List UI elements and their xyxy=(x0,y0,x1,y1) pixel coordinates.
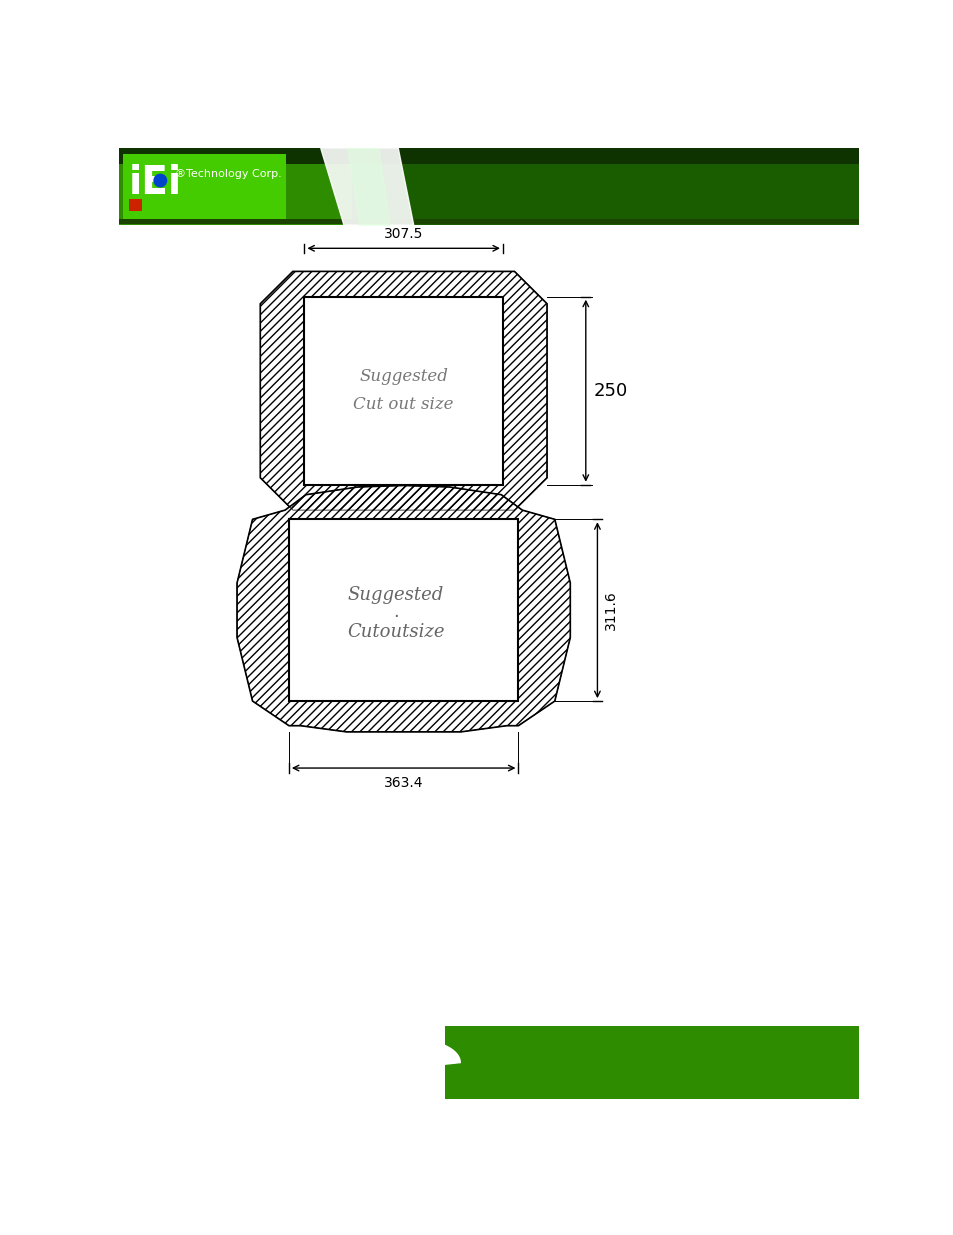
Text: Suggested: Suggested xyxy=(348,585,443,604)
Text: 311.6: 311.6 xyxy=(603,590,617,630)
Polygon shape xyxy=(320,148,414,225)
Bar xyxy=(119,148,858,225)
Polygon shape xyxy=(260,272,546,510)
Text: Cut out size: Cut out size xyxy=(353,396,454,414)
Bar xyxy=(119,1026,858,1099)
Bar xyxy=(123,154,286,219)
Text: .: . xyxy=(393,603,398,621)
Text: Suggested: Suggested xyxy=(359,368,448,385)
Polygon shape xyxy=(236,485,570,732)
Text: 307.5: 307.5 xyxy=(384,226,423,241)
Text: iEi: iEi xyxy=(129,164,181,201)
Bar xyxy=(444,1026,858,1099)
Bar xyxy=(304,296,502,484)
Bar xyxy=(119,148,352,225)
Text: 363.4: 363.4 xyxy=(383,776,423,789)
Bar xyxy=(130,199,142,211)
Polygon shape xyxy=(119,1026,459,1099)
Bar xyxy=(119,148,858,163)
Bar xyxy=(119,1026,444,1099)
Bar xyxy=(289,520,517,701)
Polygon shape xyxy=(348,148,390,225)
Text: ®Technology Corp.: ®Technology Corp. xyxy=(174,169,281,179)
Circle shape xyxy=(153,174,167,188)
Bar xyxy=(119,219,858,224)
Text: Cutoutsize: Cutoutsize xyxy=(347,622,444,641)
Text: 250: 250 xyxy=(593,382,627,400)
